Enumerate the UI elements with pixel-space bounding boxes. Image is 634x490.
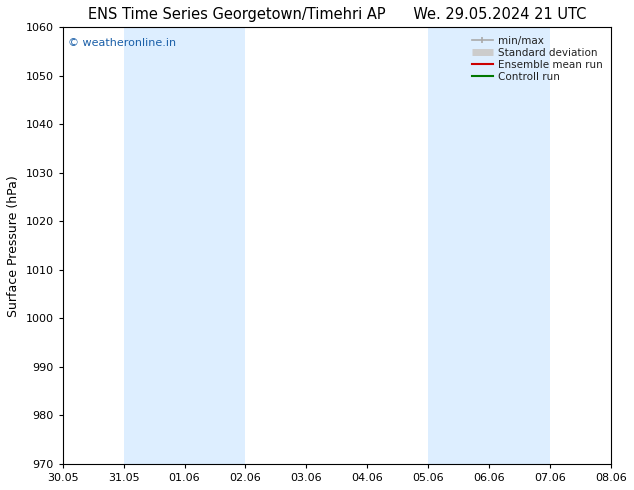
- Text: © weatheronline.in: © weatheronline.in: [68, 38, 176, 48]
- Bar: [124, 27, 245, 464]
- Bar: [429, 27, 550, 464]
- Legend: min/max, Standard deviation, Ensemble mean run, Controll run: min/max, Standard deviation, Ensemble me…: [469, 32, 606, 85]
- Y-axis label: Surface Pressure (hPa): Surface Pressure (hPa): [7, 175, 20, 317]
- Title: ENS Time Series Georgetown/Timehri AP      We. 29.05.2024 21 UTC: ENS Time Series Georgetown/Timehri AP We…: [87, 7, 586, 22]
